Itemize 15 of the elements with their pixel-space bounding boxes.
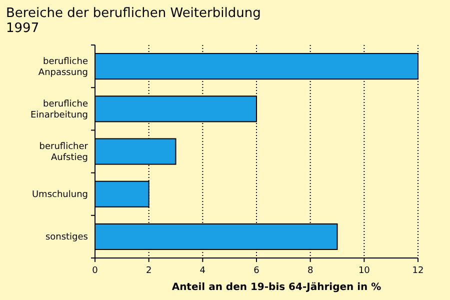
x-tick-label: 4 — [200, 266, 206, 276]
y-tick-label: berufliche Anpassung — [38, 56, 88, 78]
y-tick-label: sonstiges — [45, 232, 88, 243]
x-tick-label: 12 — [412, 266, 424, 276]
x-tick-label: 0 — [92, 266, 98, 276]
chart-subtitle: 1997 — [6, 21, 40, 36]
chart-title: Bereiche der beruflichen Weiterbildung — [6, 6, 261, 21]
y-tick-label: Umschulung — [32, 190, 88, 200]
x-axis-title: Anteil an den 19-bis 64-Jährigen in % — [172, 282, 382, 293]
y-tick-label: berufliche Einarbeitung — [30, 99, 88, 120]
x-tick-label: 10 — [358, 266, 370, 276]
x-tick-label: 8 — [307, 266, 314, 276]
x-tick-label: 2 — [146, 266, 152, 276]
y-tick-label: beruflicher Aufstieg — [39, 142, 88, 163]
x-tick-label: 6 — [254, 266, 260, 276]
